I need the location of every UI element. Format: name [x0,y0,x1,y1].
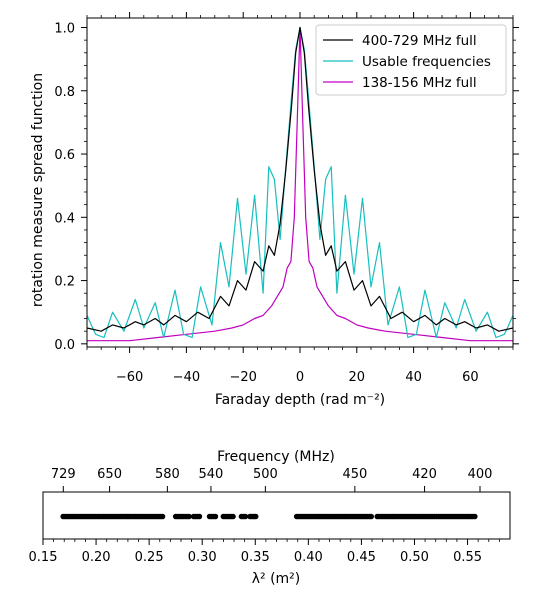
channel-point [186,513,192,520]
legend-label-full-band: 400-729 MHz full [362,33,477,49]
frequency-tick-label: 420 [412,467,437,482]
rmsf-chart: −60 −40 −20 0 20 40 60 0.0 0.2 0.4 0.6 0.8 1.0 Farad… [30,12,519,408]
lambda-squared-tick-label: 0.15 [29,550,58,565]
rmsf-line-full-band [86,26,514,332]
channel-point [159,513,166,520]
frequency-tick-label: 450 [342,467,367,482]
rmsf-axes: −60 −40 −20 0 20 40 60 0.0 0.2 0.4 0.6 0.8 1.0 [54,12,519,385]
frequency-axis-label: Frequency (MHz) [217,449,335,465]
rmsf-x-tick-label: −20 [229,370,256,385]
lambda-squared-tick-label: 0.50 [400,550,429,565]
frequency-tick-label: 650 [97,467,122,482]
legend-label-low-band: 138-156 MHz full [362,75,477,91]
channel-point [472,513,478,520]
lambda-squared-tick-label: 0.55 [453,550,482,565]
rmsf-y-tick-label: 0.4 [54,211,75,226]
rmsf-x-tick-label: −60 [116,370,143,385]
rmsf-x-tick-label: 40 [405,370,422,385]
rmsf-x-tick-label: 20 [349,370,366,385]
rmsf-x-axis-label: Faraday depth (rad m⁻²) [215,392,385,408]
rmsf-legend: 400-729 MHz full Usable frequencies 138-… [315,24,507,96]
rmsf-y-tick-label: 1.0 [54,21,75,36]
rmsf-y-tick-label: 0.8 [54,85,75,100]
coverage-axes: 0.15 0.20 0.25 0.30 0.35 0.40 0.45 0.50 0.55 729 6… [29,467,500,565]
lambda-squared-tick-label: 0.25 [135,550,164,565]
lambda-squared-tick-label: 0.40 [294,550,323,565]
lambda-squared-tick-label: 0.20 [82,550,111,565]
lambda-squared-tick-label: 0.45 [347,550,376,565]
rmsf-series [86,26,514,342]
rmsf-x-tick-label: 0 [296,370,304,385]
lambda-squared-tick-label: 0.30 [188,550,217,565]
rmsf-y-tick-label: 0.6 [54,148,75,163]
frequency-tick-label: 729 [51,467,76,482]
rmsf-y-axis-label: rotation measure spread function [30,73,46,307]
lambda-squared-axis-label: λ² (m²) [252,571,301,587]
channel-point [252,513,259,520]
channel-point [212,513,219,520]
channel-point [196,513,203,520]
rmsf-x-tick-label: −40 [173,370,200,385]
frequency-coverage-chart: 0.15 0.20 0.25 0.30 0.35 0.40 0.45 0.50 0.55 729 6… [29,449,511,587]
coverage-points [60,513,478,520]
rmsf-y-tick-label: 0.2 [54,275,75,290]
legend-frame [315,24,507,96]
channel-point [242,513,249,520]
channel-point [368,513,375,520]
channel-point [230,513,236,520]
frequency-tick-label: 540 [199,467,224,482]
frequency-tick-label: 580 [155,467,180,482]
lambda-squared-tick-label: 0.35 [241,550,270,565]
legend-label-usable-frequencies: Usable frequencies [362,54,491,70]
frequency-tick-label: 500 [253,467,278,482]
rmsf-y-tick-label: 0.0 [54,338,75,353]
rmsf-x-tick-label: 60 [462,370,479,385]
frequency-tick-label: 400 [468,467,493,482]
